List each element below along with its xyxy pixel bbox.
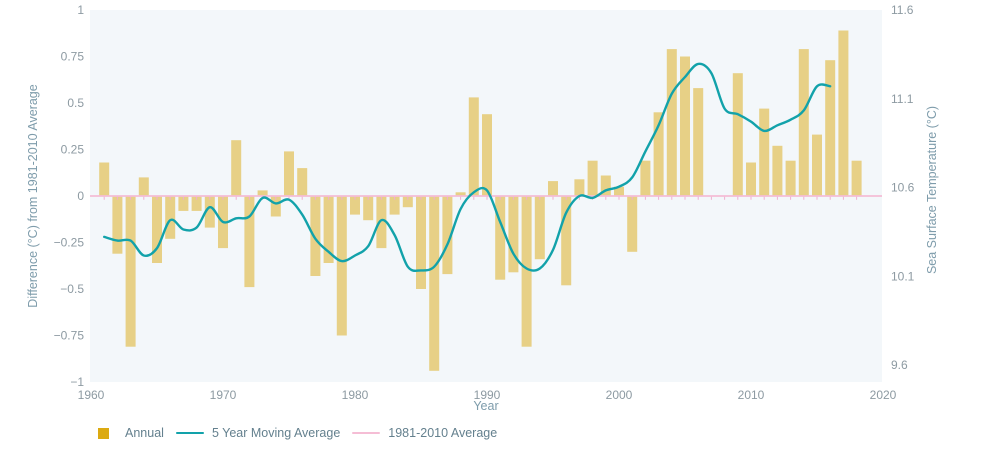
annual-bar-2000 — [614, 186, 624, 196]
x-tick-1990: 1990 — [474, 388, 501, 402]
annual-bar-1963 — [125, 196, 136, 347]
annual-bar-1981 — [363, 196, 374, 221]
annual-bar-1994 — [534, 196, 545, 260]
plot-svg: 1 0.75 0.5 0.25 0 −0.25 −0.5 −0.75 −1 11.6 11.1 10… — [26, 3, 939, 413]
left-tick-4: 0 — [77, 189, 84, 203]
left-tick-1: 0.75 — [61, 50, 85, 64]
right-tick-1: 11.1 — [891, 92, 914, 106]
legend: Annual 5 Year Moving Average 1981-2010 A… — [89, 424, 509, 442]
annual-square-icon — [89, 427, 117, 439]
annual-bar-2017 — [838, 30, 849, 196]
annual-bar-1990 — [482, 114, 492, 196]
x-axis-tick-labels: 1960 1970 1980 1990 2000 2010 2020 — [78, 388, 897, 402]
annual-bar-2012 — [772, 145, 783, 196]
annual-bar-1986 — [429, 196, 440, 371]
annual-bar-1985 — [416, 196, 426, 289]
left-tick-8: −1 — [70, 375, 84, 389]
annual-bar-1973 — [257, 190, 268, 196]
x-tick-2010: 2010 — [738, 388, 765, 402]
annual-bar-1976 — [297, 168, 308, 196]
annual-bar-1980 — [350, 196, 360, 215]
x-tick-2020: 2020 — [870, 388, 897, 402]
annual-bar-2010 — [746, 162, 756, 196]
annual-bar-1983 — [389, 196, 400, 215]
left-tick-0: 1 — [77, 3, 84, 17]
legend-item-annual[interactable]: Annual — [89, 424, 164, 442]
legend-label-baseline-average: 1981-2010 Average — [388, 426, 498, 440]
legend-item-moving-average[interactable]: 5 Year Moving Average — [175, 424, 341, 442]
annual-bar-2013 — [785, 160, 796, 196]
left-tick-7: −0.75 — [54, 329, 85, 343]
left-tick-3: 0.25 — [61, 143, 85, 157]
annual-bar-1998 — [587, 160, 598, 196]
annual-bar-1969 — [204, 196, 215, 228]
annual-bar-1988 — [455, 192, 466, 196]
annual-bar-2009 — [732, 73, 743, 196]
right-tick-0: 11.6 — [891, 3, 914, 17]
right-tick-2: 10.6 — [891, 181, 915, 195]
annual-bar-1992 — [508, 196, 519, 273]
annual-bar-1971 — [231, 140, 242, 196]
x-tick-1960: 1960 — [78, 388, 105, 402]
moving-average-line — [103, 62, 832, 272]
x-tick-2000: 2000 — [606, 388, 633, 402]
annual-bar-1978 — [323, 196, 334, 263]
x-axis-title: Year — [473, 399, 498, 413]
left-tick-6: −0.5 — [60, 282, 84, 296]
annual-bar-1982 — [376, 196, 387, 249]
annual-bar-1966 — [165, 196, 176, 239]
annual-bars — [99, 30, 862, 371]
annual-bar-1979 — [336, 196, 347, 336]
annual-bar-2001 — [627, 196, 638, 252]
annual-bar-2015 — [812, 134, 822, 196]
right-tick-3: 10.1 — [891, 269, 915, 283]
x-tick-1980: 1980 — [342, 388, 369, 402]
annual-bar-1993 — [521, 196, 532, 347]
right-axis-title: Sea Surface Temperature (°C) — [925, 106, 939, 274]
annual-bar-2006 — [693, 88, 704, 196]
annual-bar-1997 — [574, 179, 585, 196]
left-tick-5: −0.25 — [54, 236, 85, 250]
baseline-1981-2010-average — [90, 195, 882, 200]
right-tick-4: 9.6 — [891, 358, 908, 372]
moving-average-line-icon — [175, 431, 204, 435]
annual-bar-1989 — [468, 97, 479, 196]
right-axis-tick-labels: 11.6 11.1 10.6 10.1 9.6 — [891, 3, 915, 372]
x-tick-1970: 1970 — [210, 388, 237, 402]
baseline-line-icon — [352, 431, 381, 435]
left-tick-2: 0.5 — [67, 96, 84, 110]
annual-bar-2005 — [680, 56, 690, 196]
annual-bar-1965 — [152, 196, 162, 263]
left-axis-title: Difference (°C) from 1981-2010 Average — [26, 84, 40, 307]
annual-bar-1977 — [310, 196, 321, 276]
annual-bar-2018 — [851, 160, 862, 196]
annual-bar-1972 — [244, 196, 255, 288]
annual-bar-1999 — [600, 175, 611, 196]
legend-item-baseline-average[interactable]: 1981-2010 Average — [352, 424, 497, 442]
annual-bar-1987 — [442, 196, 453, 275]
annual-bar-1968 — [191, 196, 202, 211]
legend-label-moving-average: 5 Year Moving Average — [211, 426, 341, 440]
annual-bar-1967 — [178, 196, 189, 211]
annual-bar-1962 — [112, 196, 123, 254]
annual-bar-2003 — [653, 112, 664, 196]
annual-bar-1974 — [270, 196, 281, 217]
left-axis-tick-labels: 1 0.75 0.5 0.25 0 −0.25 −0.5 −0.75 −1 — [54, 3, 85, 389]
annual-bar-2011 — [759, 108, 770, 196]
annual-bar-2002 — [640, 160, 651, 196]
annual-bar-1964 — [138, 177, 149, 196]
annual-bar-1996 — [561, 196, 572, 286]
legend-label-annual: Annual — [125, 426, 164, 440]
annual-bar-1995 — [548, 181, 558, 196]
annual-bar-2014 — [798, 49, 809, 196]
annual-bar-1991 — [495, 196, 506, 280]
annual-bar-1975 — [284, 151, 294, 196]
annual-bar-1984 — [402, 196, 413, 208]
annual-bar-2016 — [825, 60, 836, 197]
annual-bar-2004 — [666, 49, 677, 196]
annual-bar-1961 — [99, 162, 110, 196]
